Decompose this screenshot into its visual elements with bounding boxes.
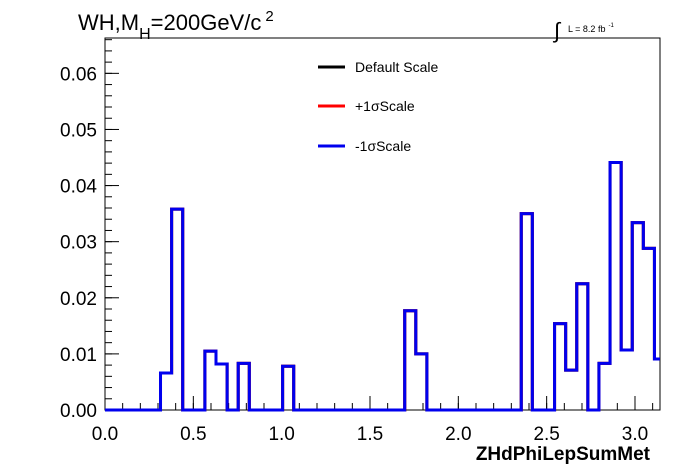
chart-title-sub: H [139, 26, 151, 43]
x-tick-label: 3.0 [622, 424, 648, 445]
lumi-label: L = 8.2 fb -1 [568, 23, 614, 34]
x-tick-label: 1.0 [268, 424, 294, 445]
chart-title: WH,MH=200GeV/c 2 [78, 8, 274, 43]
y-tick-label: 0.02 [60, 289, 97, 310]
x-tick-label: 2.5 [533, 424, 559, 445]
series-line-2 [105, 161, 660, 412]
x-tick-label: 1.5 [357, 424, 383, 445]
y-tick-label: 0.06 [60, 64, 97, 85]
chart-title-rest: =200GeV/c [151, 10, 262, 35]
x-tick-label: 2.0 [445, 424, 471, 445]
axis-ticks: 0.00 0.01 0.02 0.03 0.04 0.05 0.06 0.0 0.5 1.0 1.5… [60, 39, 654, 445]
lumi-label-text: L = 8.2 fb [568, 24, 605, 34]
y-tick-label: 0.01 [60, 345, 97, 366]
chart-title-sup: 2 [265, 8, 273, 25]
y-tick-label: 0.00 [60, 401, 97, 422]
lumi-label-sup: -1 [608, 23, 614, 29]
x-tick-label: 0.0 [92, 424, 118, 445]
y-tick-label: 0.03 [60, 233, 97, 254]
legend-label-minus: -1σScale [355, 138, 411, 154]
legend-label-default: Default Scale [355, 59, 438, 75]
chart-title-main: WH,M [78, 10, 139, 35]
x-tick-label: 0.5 [180, 424, 206, 445]
y-tick-label: 0.04 [60, 177, 97, 198]
series-layer [105, 161, 660, 412]
integral-icon: ∫ [552, 18, 562, 43]
legend-label-plus: +1σScale [355, 98, 415, 114]
legend: Default Scale +1σScale -1σScale [318, 59, 438, 154]
x-axis-label: ZHdPhiLepSumMet [476, 444, 651, 465]
y-tick-label: 0.05 [60, 120, 97, 141]
